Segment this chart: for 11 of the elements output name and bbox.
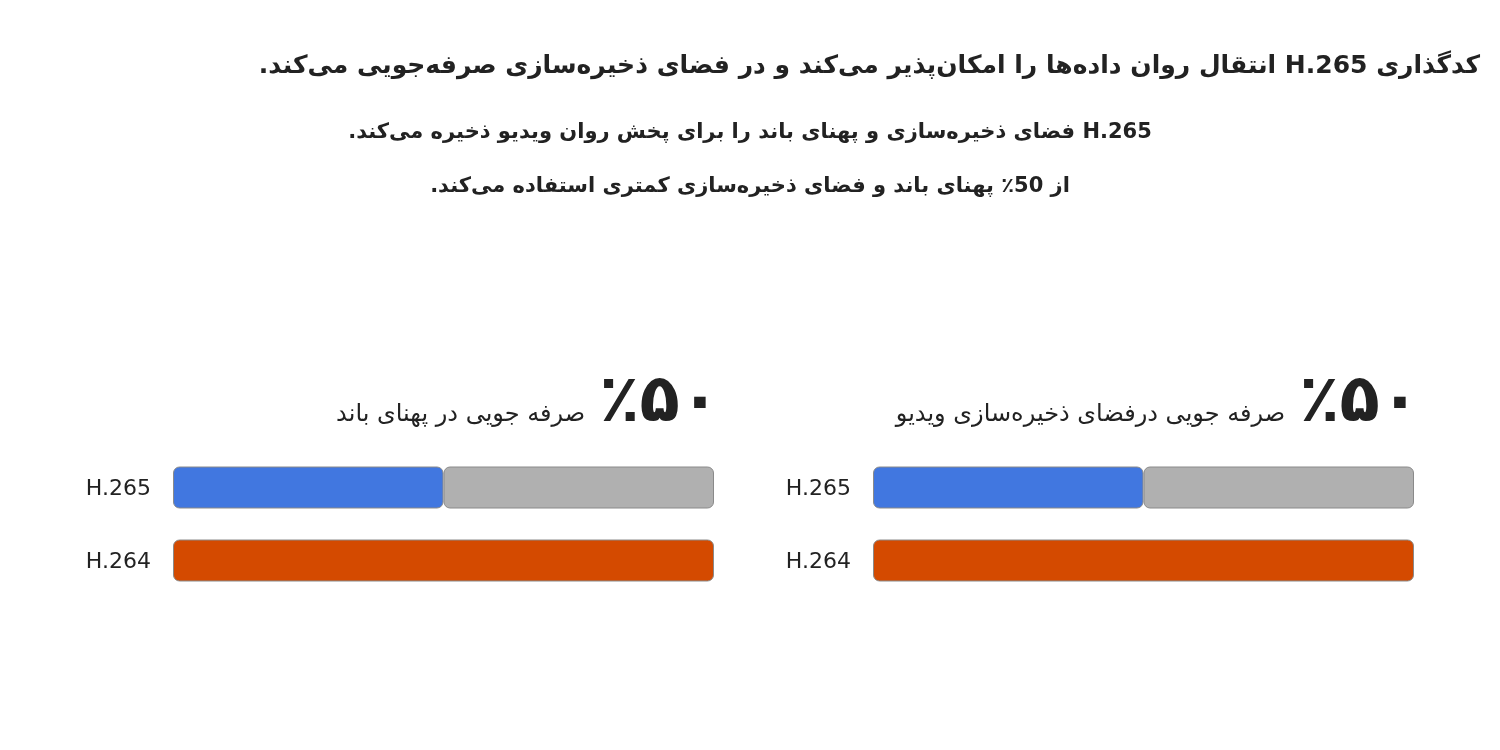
chart-subtitle: صرفه جویی درفضای ذخیره‌سازی ویدیو: [895, 399, 1286, 427]
text: از 50٪ پهنای باند و فضای ذخیره‌سازی کمتری استفاده می‌کند.: [429, 173, 1071, 197]
chart-title: ٪۵۰: [1299, 360, 1420, 437]
y-tick-label: H.264: [785, 548, 851, 573]
text: کدگذاری H.265 انتقال روان داده‌ها را امکان‌پذیر می‌کند و در فضای ذخیره‌سازی صرفه‌جویی می‌کند.: [257, 50, 1480, 79]
chart-subtitle: صرفه جویی در پهنای باند: [336, 399, 586, 427]
y-tick-label: H.265: [785, 475, 851, 500]
y-tick-label: H.265: [85, 475, 151, 500]
y-tick-label: H.264: [85, 548, 151, 573]
text: H.265 فضای ذخیره‌سازی و پهنای باند را برای پخش روان ویدیو ذخیره می‌کند.: [347, 119, 1153, 143]
chart-title: ٪۵۰: [599, 360, 720, 437]
